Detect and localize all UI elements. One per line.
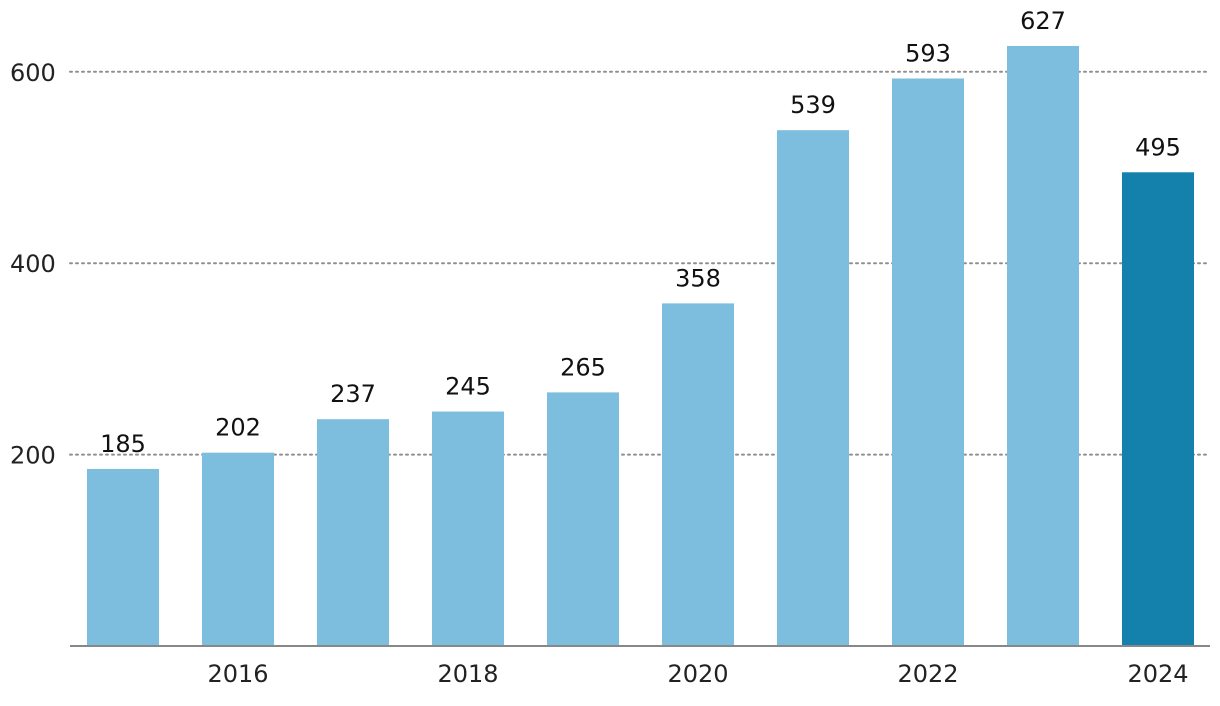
bar-2024 — [1122, 172, 1194, 646]
bars — [87, 45, 1194, 646]
x-tick-label-2018: 2018 — [437, 660, 498, 688]
value-label-2024: 495 — [1135, 133, 1181, 161]
bar-2020 — [662, 303, 734, 646]
y-axis-ticks: 200 400 600 — [10, 59, 56, 470]
value-label-2018: 245 — [445, 373, 491, 401]
bar-2017 — [317, 419, 389, 646]
value-label-2023: 627 — [1020, 7, 1066, 35]
bar-2023 — [1007, 45, 1079, 646]
bar-2021 — [777, 130, 849, 646]
value-label-2016: 202 — [215, 414, 261, 442]
bar-2015 — [87, 468, 159, 646]
value-label-2021: 539 — [790, 91, 836, 119]
x-tick-label-2022: 2022 — [897, 660, 958, 688]
value-label-2019: 265 — [560, 353, 606, 381]
value-label-2020: 358 — [675, 264, 721, 292]
bar-2018 — [432, 411, 504, 646]
value-label-2017: 237 — [330, 380, 376, 408]
x-tick-label-2020: 2020 — [667, 660, 728, 688]
bar-2022 — [892, 78, 964, 646]
x-tick-label-2024: 2024 — [1127, 660, 1188, 688]
x-tick-label-2016: 2016 — [207, 660, 268, 688]
bar-2016 — [202, 452, 274, 646]
y-tick-label: 600 — [10, 59, 56, 87]
value-label-2015: 185 — [100, 430, 146, 458]
y-tick-label: 400 — [10, 250, 56, 278]
x-axis-ticks: 2016 2018 2020 2022 2024 — [207, 660, 1188, 688]
bar-2019 — [547, 392, 619, 646]
y-tick-label: 200 — [10, 442, 56, 470]
value-label-2022: 593 — [905, 39, 951, 67]
value-labels: 185 202 237 245 265 358 539 593 627 495 — [100, 7, 1181, 458]
